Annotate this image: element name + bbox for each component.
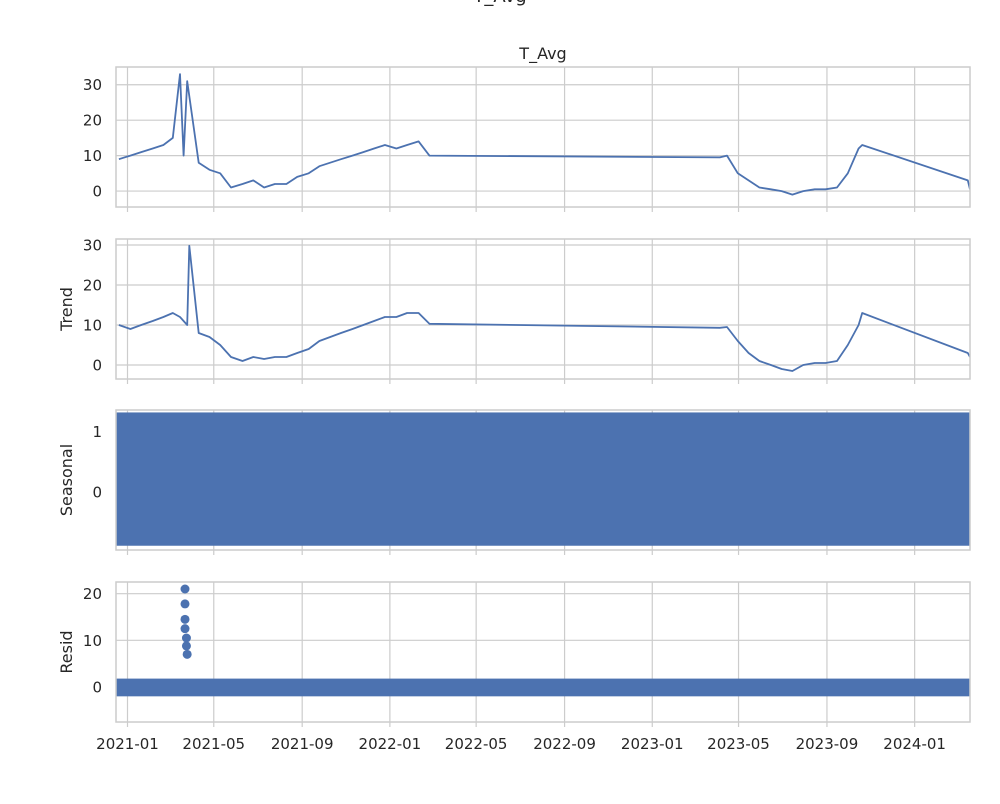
panel-seasonal: 0 1 Seasonal <box>57 409 971 555</box>
x-tick-label: 2022-09 <box>533 735 596 753</box>
resid-outlier-point <box>180 614 190 624</box>
resid-outlier-point <box>182 649 192 659</box>
x-tick-label: 2021-05 <box>182 735 245 753</box>
y-tick-label: 0 <box>92 183 102 201</box>
observed-plot-area <box>118 73 970 196</box>
x-tick-label: 2022-01 <box>359 735 422 753</box>
seasonal-series-band <box>116 412 970 546</box>
y-tick-label: 0 <box>92 484 102 502</box>
y-tick-label: 30 <box>83 76 102 94</box>
panel-resid: 0 10 20 Resid <box>57 581 971 727</box>
trend-ylabel: Trend <box>57 287 76 332</box>
x-tick-label: 2021-09 <box>271 735 334 753</box>
panel-frame <box>115 238 971 380</box>
panel-frame <box>115 66 971 208</box>
x-tick-label: 2023-09 <box>796 735 859 753</box>
observed-series-line <box>118 73 970 196</box>
resid-outlier-point <box>181 641 191 651</box>
resid-outlier-point <box>180 599 190 609</box>
y-tick-label: 0 <box>92 357 102 375</box>
x-tick-label: 2022-05 <box>445 735 508 753</box>
resid-plot-area <box>116 584 970 697</box>
x-tick-label: 2023-05 <box>707 735 770 753</box>
trend-series-line <box>118 244 970 372</box>
y-tick-label: 1 <box>92 423 102 441</box>
panel-trend: 0 10 20 30 Trend <box>57 237 971 384</box>
x-tick-label: 2024-01 <box>883 735 946 753</box>
seasonal-ylabel: Seasonal <box>57 444 76 516</box>
panel-observed: 0 10 20 30 T_Avg <box>83 44 971 212</box>
resid-outlier-point <box>180 624 190 634</box>
y-tick-label: 10 <box>83 147 102 165</box>
panel-frame <box>115 581 971 723</box>
resid-points-band <box>116 678 970 697</box>
y-tick-label: 20 <box>83 112 102 130</box>
resid-outlier-point <box>180 584 190 594</box>
y-tick-label: 0 <box>92 679 102 697</box>
seasonal-plot-area <box>116 412 970 546</box>
y-tick-label: 10 <box>83 632 102 650</box>
y-tick-label: 20 <box>83 277 102 295</box>
y-tick-label: 20 <box>83 585 102 603</box>
panel-frame <box>115 409 971 551</box>
y-tick-label: 30 <box>83 237 102 255</box>
resid-ylabel: Resid <box>57 630 76 673</box>
resid-outlier-point <box>181 633 191 643</box>
x-tick-label: 2021-01 <box>96 735 159 753</box>
x-tick-label: 2023-01 <box>621 735 684 753</box>
trend-plot-area <box>118 244 970 372</box>
suptitle: T_Avg <box>472 0 526 7</box>
observed-panel-title: T_Avg <box>518 44 566 64</box>
y-tick-label: 10 <box>83 317 102 335</box>
